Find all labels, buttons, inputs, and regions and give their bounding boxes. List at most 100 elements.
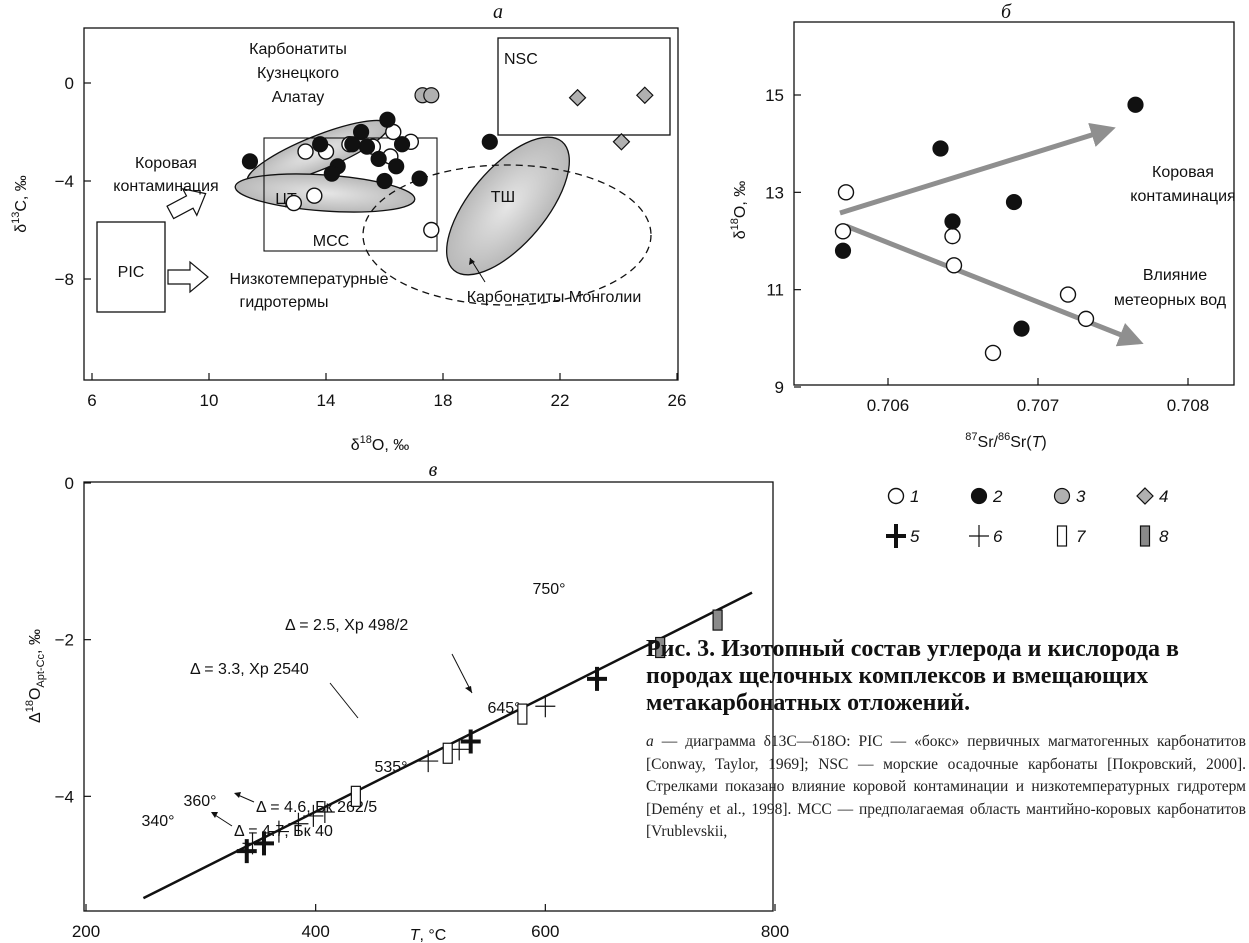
panel-b-d18o-sr: б Коровая контаминация Влияние метеорных…: [729, 1, 1236, 451]
a3-leader-head: [234, 792, 241, 798]
a-point-2: [379, 111, 396, 128]
b-meteoric-line1: Влияние: [1143, 267, 1207, 284]
legend-label-1: 1: [910, 487, 919, 506]
tsh-label: ТШ: [491, 189, 515, 206]
legend-label-5: 5: [910, 527, 920, 546]
v-point-7: [517, 703, 528, 725]
b-point-1: [944, 227, 961, 245]
b-point-2: [1013, 320, 1030, 337]
crustal-contamination-line1: Коровая: [135, 155, 197, 172]
v-point-5: [460, 729, 481, 754]
panel-b-frame: [793, 21, 1235, 386]
v-y-tick-label: 0: [65, 474, 74, 493]
a-point-2: [358, 138, 376, 155]
pic-box: [96, 221, 166, 313]
a-point-2: [353, 123, 370, 141]
caption-panel-letter: а: [646, 733, 654, 750]
panel-v-marks: [236, 609, 723, 864]
a-x-tick-label: 18: [434, 391, 453, 410]
legend-label-4: 4: [1159, 487, 1168, 506]
mcc-label: МСС: [313, 233, 349, 250]
v-x-tick-label: 200: [72, 922, 100, 941]
v-y-tick-label: −2: [55, 631, 74, 650]
kuznetsk-label-line1: Карбонатиты: [249, 41, 347, 58]
temp-645: 645°: [487, 700, 520, 717]
b-crust-line2: контаминация: [1130, 188, 1235, 205]
a-point-3: [423, 87, 440, 104]
panel-a-xlabel: δ18O, ‰: [351, 434, 410, 454]
b-x-tick-label: 0.706: [867, 396, 910, 415]
a-point-2: [411, 170, 428, 187]
b-y-tick-label: 15: [765, 86, 784, 105]
a-point-2: [241, 153, 259, 170]
meteoric-water-trend-arrow: [845, 223, 1144, 347]
a-point-2: [370, 150, 387, 168]
b-point-2: [1005, 193, 1023, 211]
a-point-2: [481, 133, 498, 150]
legend-symbol-1: [887, 487, 905, 505]
a-point-4: [635, 86, 654, 105]
crustal-contamination-arrow: [166, 187, 207, 220]
v-x-tick-label: 800: [761, 922, 789, 941]
v-point-8: [712, 609, 723, 631]
b-y-tick-label: 13: [765, 183, 784, 202]
a1-leader: [451, 653, 473, 694]
v-point-6: [268, 820, 289, 843]
panel-v-letter: в: [429, 459, 438, 481]
v-point-6: [288, 812, 309, 835]
panel-a-marks: [241, 86, 654, 239]
panel-a-frame: [83, 27, 679, 381]
annotation-d46: Δ = 4.6, Бк 262/5: [256, 799, 377, 816]
panel-a-ylabel: δ13C, ‰: [10, 175, 30, 233]
panel-v-delta-temperature: в 750° 645° 535° 360° 340° Δ = 2.5, Хр 4…: [24, 459, 789, 943]
v-point-6: [418, 750, 439, 773]
b-point-2: [834, 242, 852, 259]
a2-leader: [329, 682, 359, 719]
a-x-tick-label: 26: [668, 391, 687, 410]
crustal-contamination-trend-arrow: [839, 122, 1116, 216]
kuznetsk-label-line2: Кузнецкого: [257, 65, 339, 82]
a-point-1: [285, 194, 303, 212]
legend-label-8: 8: [1159, 527, 1169, 546]
v-point-6: [535, 695, 556, 718]
b-point-1: [945, 257, 963, 274]
panel-a-d13c-d18o: а PIC NSC ЦТ МСС ТШ Карбонатиты Кузнецко…: [10, 1, 686, 454]
b-point-1: [834, 223, 852, 240]
v-point-6: [303, 804, 324, 827]
low-t-hydrotherm-line1: Низкотемпературные: [229, 271, 388, 288]
caption-title: Рис. 3. Изотопный состав углерода и кисл…: [646, 636, 1179, 716]
b-crust-line1: Коровая: [1152, 164, 1214, 181]
b-y-tick-label: 11: [766, 281, 784, 300]
b-y-tick-label: 9: [775, 378, 784, 397]
pic-label: PIC: [118, 264, 145, 281]
b-point-1: [984, 344, 1002, 362]
v-point-7: [442, 742, 453, 764]
annotation-d33: Δ = 3.3, Хр 2540: [190, 661, 309, 678]
caption-body: а — диаграмма δ13C—δ18O: PIC — «бокс» пе…: [646, 731, 1246, 844]
legend-symbol-8: [1139, 525, 1151, 547]
b-point-1: [1077, 310, 1095, 328]
b-x-tick-label: 0.707: [1017, 396, 1060, 415]
annotation-d25: Δ = 2.5, Хр 498/2: [285, 617, 408, 634]
a-point-1: [306, 187, 323, 204]
v-point-6: [314, 801, 335, 823]
legend-symbol-3: [1053, 487, 1071, 505]
a1-leader-head: [465, 686, 472, 693]
v-point-8: [655, 636, 666, 659]
temp-750: 750°: [532, 581, 565, 598]
mongolia-leader-head: [469, 258, 475, 265]
a-point-2: [388, 158, 405, 175]
legend: 1 2 3 4 5 6 7 8: [886, 487, 1169, 548]
a-x-tick-label: 10: [200, 391, 219, 410]
crustal-contamination-line2: контаминация: [113, 178, 218, 195]
panel-v-ticks: 200 400 600 800 0 −2 −4: [55, 474, 790, 941]
a-point-4: [568, 88, 587, 107]
a3-leader: [237, 794, 255, 803]
a-x-tick-label: 22: [551, 391, 570, 410]
a4-leader-head: [211, 812, 218, 818]
caption-text: — диаграмма δ13C—δ18O: PIC — «бокс» перв…: [646, 733, 1246, 840]
a-point-2: [312, 136, 329, 153]
low-temperature-hydrotherm-arrow: [167, 260, 209, 294]
panel-b-letter: б: [1001, 1, 1012, 23]
v-y-tick-label: −4: [55, 787, 74, 806]
